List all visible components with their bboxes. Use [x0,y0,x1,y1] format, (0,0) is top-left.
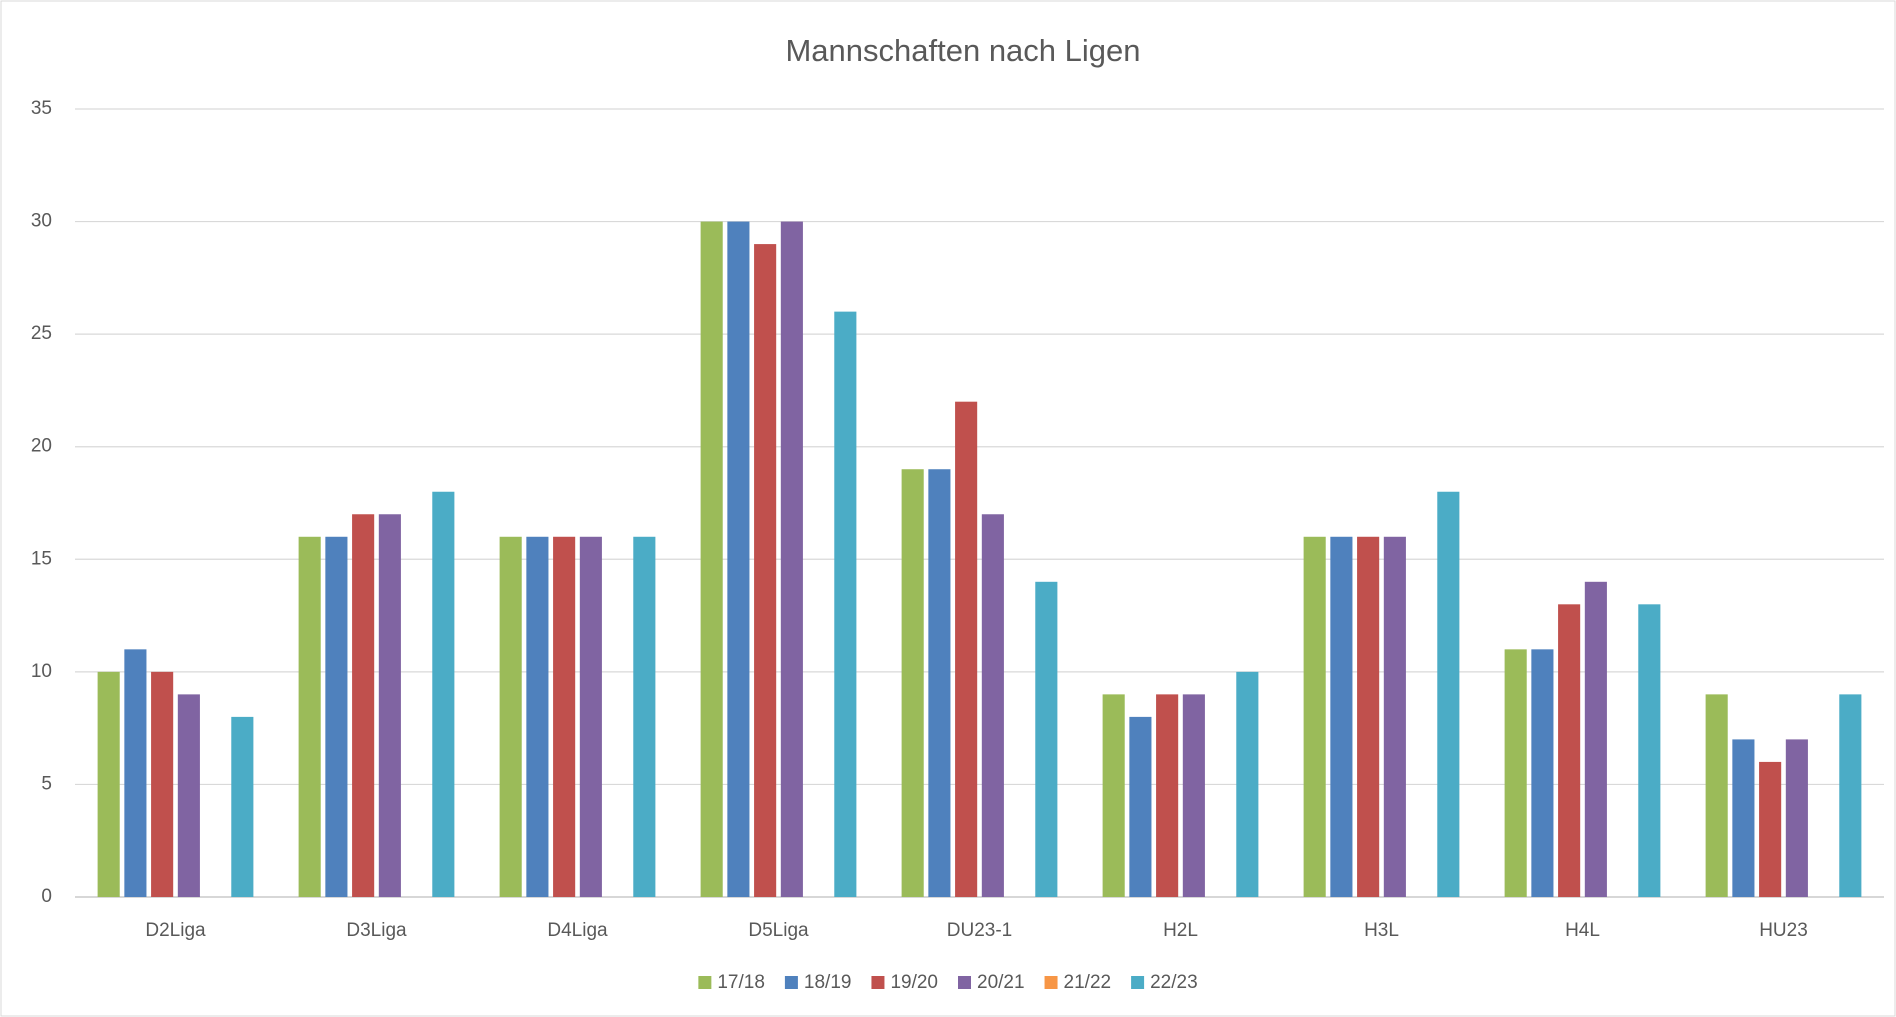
chart-title: Mannschaften nach Ligen [785,33,1140,68]
bar [1156,694,1179,897]
bar [1437,491,1460,897]
x-tick-label: HU23 [1759,920,1808,941]
legend-swatch [871,976,885,989]
bar [633,536,656,897]
bar [553,536,576,897]
x-tick-label: H4L [1565,920,1600,941]
legend-label: 17/18 [717,972,765,993]
legend-swatch [1131,976,1145,989]
y-tick-label: 30 [31,211,52,232]
bar [579,536,602,897]
bar [1584,581,1607,897]
legend-label: 18/19 [804,972,852,993]
bar [499,536,522,897]
bar [97,671,120,897]
legend-label: 19/20 [890,972,938,993]
legend-swatch [958,976,971,989]
legend-label: 20/21 [977,972,1025,993]
bar [700,221,723,898]
bar [151,671,174,897]
bar [1182,694,1205,897]
legend-swatch [1044,976,1058,989]
bar [526,536,549,897]
bar [955,401,978,897]
legend-swatch [698,976,712,989]
bar [231,716,254,897]
bar [1839,694,1862,897]
bar [1357,536,1380,897]
bar [928,469,951,897]
y-tick-label: 35 [31,98,52,119]
bar [1330,536,1353,897]
bar [177,694,200,897]
bar [124,649,147,897]
bar [1236,671,1259,897]
x-tick-label: D3Liga [346,920,407,941]
bar [1759,761,1782,897]
bar [834,311,857,898]
x-tick-label: H3L [1364,920,1399,941]
bar [378,514,401,897]
bar [298,536,321,897]
y-tick-label: 20 [31,436,52,457]
bar [754,244,777,898]
bar [1303,536,1326,897]
bar [1732,739,1755,897]
bar [727,221,750,898]
x-tick-label: H2L [1163,920,1198,941]
bar [1705,694,1728,897]
legend-label: 21/22 [1064,972,1112,993]
bar [780,221,803,898]
bar [1558,604,1581,897]
bar [352,514,375,897]
bar [1383,536,1406,897]
bar [432,491,455,897]
x-tick-label: D2Liga [145,920,206,941]
y-tick-label: 0 [41,886,52,907]
bar [1102,694,1125,897]
x-tick-label: D4Liga [547,920,608,941]
legend-swatch [784,976,798,989]
x-tick-label: DU23-1 [947,920,1012,941]
bar [1035,581,1058,897]
bar [1504,649,1527,897]
bar [1638,604,1661,897]
bar [1129,716,1152,897]
bar [1531,649,1554,897]
bar [981,514,1004,897]
bar [901,469,924,897]
bar [325,536,348,897]
bar [1785,739,1808,897]
y-tick-label: 25 [31,323,52,344]
y-tick-label: 15 [31,548,52,569]
legend-label: 22/23 [1150,972,1198,993]
x-tick-label: D5Liga [748,920,809,941]
y-tick-label: 10 [31,661,52,682]
y-tick-label: 5 [41,773,52,794]
